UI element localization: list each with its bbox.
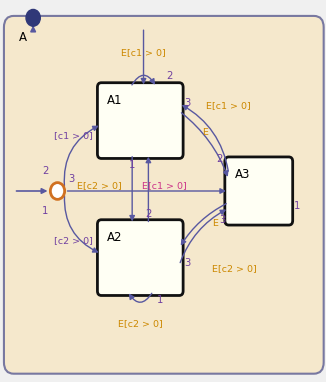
Text: 1: 1 bbox=[129, 160, 135, 170]
Text: E[c1 > 0]: E[c1 > 0] bbox=[121, 49, 166, 58]
Text: 2: 2 bbox=[216, 154, 222, 163]
FancyBboxPatch shape bbox=[97, 83, 183, 159]
Text: 1: 1 bbox=[156, 295, 163, 306]
Text: [c1 > 0]: [c1 > 0] bbox=[54, 131, 93, 140]
Text: E[c1 > 0]: E[c1 > 0] bbox=[142, 181, 187, 190]
Text: E: E bbox=[212, 219, 218, 228]
Text: 1: 1 bbox=[42, 206, 48, 216]
FancyBboxPatch shape bbox=[4, 16, 324, 374]
Text: E[c1 > 0]: E[c1 > 0] bbox=[206, 101, 250, 110]
Text: 3: 3 bbox=[184, 99, 190, 108]
Text: 3: 3 bbox=[68, 174, 74, 184]
Text: 2: 2 bbox=[166, 71, 173, 81]
Circle shape bbox=[26, 10, 40, 26]
Text: A2: A2 bbox=[107, 231, 123, 244]
Text: 2: 2 bbox=[42, 166, 48, 176]
Text: [c2 > 0]: [c2 > 0] bbox=[54, 236, 93, 245]
Text: 3: 3 bbox=[219, 215, 225, 225]
Text: 1: 1 bbox=[294, 201, 300, 211]
Text: 2: 2 bbox=[145, 209, 152, 219]
Text: A3: A3 bbox=[235, 168, 250, 181]
Text: E: E bbox=[202, 128, 208, 136]
FancyBboxPatch shape bbox=[225, 157, 293, 225]
Text: E[c2 > 0]: E[c2 > 0] bbox=[77, 181, 122, 190]
Text: E[c2 > 0]: E[c2 > 0] bbox=[212, 264, 257, 274]
Text: E[c2 > 0]: E[c2 > 0] bbox=[118, 319, 163, 328]
Text: A1: A1 bbox=[107, 94, 123, 107]
Text: 3: 3 bbox=[184, 258, 190, 268]
Text: A: A bbox=[19, 31, 26, 44]
Circle shape bbox=[50, 183, 65, 199]
FancyBboxPatch shape bbox=[97, 220, 183, 296]
